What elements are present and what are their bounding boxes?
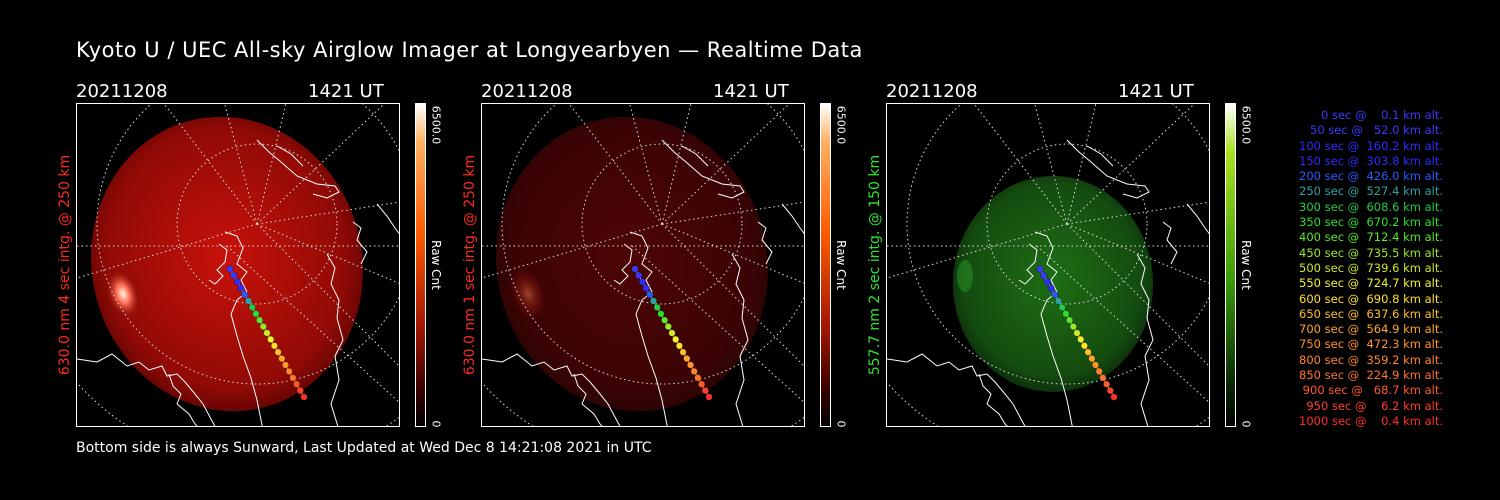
trajectory-point <box>675 342 683 350</box>
trajectory-point <box>687 361 694 369</box>
trajectory-point <box>1062 310 1070 318</box>
trajectory-point <box>683 355 691 363</box>
legend-row: 50 sec @ 52.0 km alt. <box>1302 123 1443 138</box>
trajectory-point <box>1092 361 1099 369</box>
legend-row: 1000 sec @ 0.4 km alt. <box>1299 413 1443 428</box>
trajectory-point <box>1058 303 1066 311</box>
colorbar <box>820 103 831 427</box>
colorbar <box>415 103 426 427</box>
legend-row: 550 sec @ 724.7 km alt. <box>1295 276 1443 291</box>
trajectory-point <box>270 342 278 350</box>
legend-row: 850 sec @ 224.9 km alt. <box>1295 368 1443 383</box>
trajectory-point <box>259 323 267 331</box>
legend-row: 350 sec @ 670.2 km alt. <box>1295 215 1443 230</box>
trajectory-point <box>657 310 665 318</box>
legend-row: 150 sec @ 303.8 km alt. <box>1295 153 1443 168</box>
trajectory-point <box>1036 265 1044 273</box>
trajectory-point <box>226 265 234 273</box>
trajectory-point <box>646 291 654 299</box>
trajectory-point <box>642 284 650 292</box>
footer-status: Bottom side is always Sunward, Last Upda… <box>76 440 652 456</box>
trajectory-point <box>668 329 676 337</box>
trajectory-point <box>1069 323 1077 331</box>
panel-date: 20211208 <box>481 81 573 102</box>
trajectory-point <box>694 374 702 382</box>
trajectory-point <box>701 387 709 395</box>
trajectory-point <box>705 393 713 401</box>
legend-row: 250 sec @ 527.4 km alt. <box>1295 184 1443 199</box>
trajectory-point <box>1084 348 1092 356</box>
colorbar <box>1225 103 1236 427</box>
trajectory-point <box>653 303 661 311</box>
trajectory-point <box>263 329 271 337</box>
trajectory-point <box>289 374 297 382</box>
trajectory-point <box>698 380 706 388</box>
trajectory-point <box>1099 374 1107 382</box>
legend-row: 0 sec @ 0.1 km alt. <box>1310 108 1443 122</box>
panel-date: 20211208 <box>76 81 168 102</box>
trajectory-point <box>1080 342 1088 350</box>
trajectory-point <box>300 393 308 401</box>
legend-row: 600 sec @ 690.8 km alt. <box>1295 291 1443 306</box>
trajectory-point <box>672 335 680 343</box>
allsky-image-panel <box>76 103 400 427</box>
trajectory-point <box>631 265 639 273</box>
legend-row: 100 sec @ 160.2 km alt. <box>1295 138 1443 153</box>
page-title: Kyoto U / UEC All-sky Airglow Imager at … <box>76 38 863 62</box>
trajectory-point <box>237 284 245 292</box>
trajectory-point <box>1043 278 1051 286</box>
trajectory-point <box>1055 297 1062 305</box>
legend-row: 900 sec @ 68.7 km alt. <box>1299 383 1443 398</box>
trajectory-point <box>1095 367 1103 375</box>
trajectory-point <box>1051 291 1059 299</box>
trajectory-point <box>679 348 687 356</box>
trajectory-point <box>282 361 289 369</box>
trajectory-point <box>1088 355 1096 363</box>
legend-row: 800 sec @ 359.2 km alt. <box>1295 352 1443 367</box>
trajectory-point <box>256 316 264 324</box>
trajectory-point <box>293 380 301 388</box>
trajectory-point <box>267 335 275 343</box>
trajectory-legend: 0 sec @ 0.1 km alt. 50 sec @ 52.0 km alt… <box>1295 108 1443 429</box>
trajectory-point <box>296 387 304 395</box>
trajectory-point <box>1103 380 1111 388</box>
trajectory-point <box>252 310 260 318</box>
legend-row: 750 sec @ 472.3 km alt. <box>1295 337 1443 352</box>
legend-row: 500 sec @ 739.6 km alt. <box>1295 260 1443 275</box>
trajectory-point <box>650 297 657 305</box>
legend-row: 950 sec @ 6.2 km alt. <box>1302 398 1443 413</box>
trajectory-point <box>1040 271 1048 279</box>
allsky-image-panel <box>481 103 805 427</box>
trajectory-point <box>233 278 241 286</box>
trajectory-point <box>248 303 256 311</box>
allsky-image-panel <box>886 103 1210 427</box>
trajectory-point <box>285 367 293 375</box>
trajectory-point <box>274 348 282 356</box>
legend-row: 650 sec @ 637.6 km alt. <box>1295 306 1443 321</box>
panel-time: 1421 UT <box>1118 81 1194 102</box>
panel-date: 20211208 <box>886 81 978 102</box>
trajectory-point <box>1073 329 1081 337</box>
legend-row: 400 sec @ 712.4 km alt. <box>1295 230 1443 245</box>
legend-row: 700 sec @ 564.9 km alt. <box>1295 322 1443 337</box>
trajectory-point <box>1077 335 1085 343</box>
trajectory-point <box>1047 284 1055 292</box>
trajectory-point <box>241 291 249 299</box>
trajectory-point <box>1066 316 1074 324</box>
trajectory-point <box>1106 387 1114 395</box>
legend-row: 200 sec @ 426.0 km alt. <box>1295 169 1443 184</box>
trajectory-point <box>690 367 698 375</box>
trajectory-point <box>245 297 252 305</box>
trajectory-point <box>635 271 643 279</box>
trajectory-point <box>638 278 646 286</box>
trajectory-point <box>230 271 238 279</box>
panel-time: 1421 UT <box>308 81 384 102</box>
trajectory-point <box>661 316 669 324</box>
legend-row: 300 sec @ 608.6 km alt. <box>1295 199 1443 214</box>
trajectory-point <box>278 355 286 363</box>
panel-time: 1421 UT <box>713 81 789 102</box>
legend-row: 450 sec @ 735.5 km alt. <box>1295 245 1443 260</box>
trajectory-point <box>1110 393 1118 401</box>
trajectory-point <box>664 323 672 331</box>
